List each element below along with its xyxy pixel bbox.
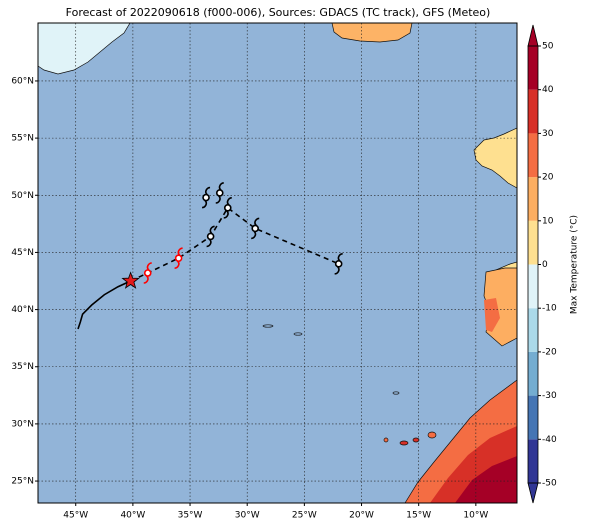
island — [293, 332, 303, 336]
ocean — [38, 23, 517, 503]
cyclone-arm — [205, 186, 211, 196]
africa-hotter — [455, 456, 517, 503]
cyclone-arm — [146, 262, 152, 271]
cyclone-eye — [223, 204, 232, 212]
colorbar-tick-label: 30 — [542, 129, 554, 139]
colorbar-tick-label: -40 — [542, 435, 557, 445]
cyclone-eye — [174, 254, 183, 262]
x-tick-label: 45°W — [63, 511, 88, 521]
colorbar-band — [528, 439, 538, 483]
x-tick-label: 40°W — [120, 511, 145, 521]
cyclone-symbol — [223, 197, 232, 219]
cyclone-symbol — [174, 247, 183, 269]
chart-title: Forecast of 2022090618 (f000-006), Sourc… — [66, 6, 491, 19]
island — [399, 440, 409, 446]
x-tick-label: 10°W — [463, 511, 488, 521]
colorbar-band — [528, 177, 538, 221]
british-isles — [473, 127, 517, 189]
y-tick-label: 30°N — [11, 419, 34, 429]
colorbar-tick-label: 50 — [542, 42, 554, 52]
colorbar-tick-label: 40 — [542, 85, 554, 95]
portugal — [484, 298, 500, 332]
x-tick-label: 20°W — [349, 511, 374, 521]
colorbar-tick-label: 20 — [542, 173, 554, 183]
colorbar-band — [528, 351, 538, 396]
cyclone-arm — [334, 266, 340, 275]
island — [412, 437, 420, 443]
cyclone-symbol — [206, 225, 215, 248]
colorbar-band — [528, 133, 538, 178]
colorbar-tick-label: -10 — [542, 304, 557, 314]
iceland — [331, 23, 413, 43]
cyclone-eye — [334, 260, 343, 268]
greenland — [38, 23, 131, 75]
cyclone-arm — [143, 275, 149, 284]
cyclone-symbol — [143, 262, 152, 284]
cyclone-arm — [206, 238, 212, 248]
map-layer — [38, 23, 517, 503]
y-tick-label: 40°N — [11, 305, 34, 315]
colorbar-band — [528, 395, 538, 440]
y-tick-label: 45°N — [11, 248, 34, 258]
cyclone-symbol — [215, 182, 224, 204]
y-tick-label: 55°N — [11, 134, 34, 144]
colorbar-extend-top — [527, 24, 539, 47]
island — [392, 391, 400, 395]
cyclone-arm — [218, 182, 224, 191]
colorbar-band — [528, 308, 538, 352]
island — [427, 431, 437, 439]
cyclone-arm — [177, 247, 183, 256]
cyclone-arm — [254, 217, 260, 226]
cyclone-arm — [174, 260, 180, 269]
colorbar-tick-label: -30 — [542, 391, 557, 401]
x-tick-label: 25°W — [292, 511, 317, 521]
cyclone-arm — [201, 199, 208, 209]
cyclone-eye — [215, 189, 224, 197]
colorbar-label: Max Temperature (°C) — [570, 215, 580, 314]
island — [383, 437, 389, 443]
colorbar-tick-label: 10 — [542, 216, 554, 226]
colorbar-band — [528, 89, 538, 134]
cyclone-eye — [206, 232, 215, 241]
y-tick-label: 60°N — [11, 76, 34, 86]
current-position — [121, 271, 140, 289]
cyclone-arm — [226, 197, 232, 206]
colorbar-band — [528, 46, 538, 90]
cyclone-symbol — [334, 253, 343, 275]
island — [262, 324, 274, 328]
cyclone-eye — [251, 224, 260, 233]
cyclone-arm — [209, 225, 215, 234]
cyclone-arm — [223, 210, 229, 219]
cyclone-arm — [337, 253, 343, 262]
y-tick-label: 35°N — [11, 362, 34, 372]
colorbar-band — [528, 220, 538, 265]
x-tick-label: 35°W — [178, 511, 203, 521]
y-tick-label: 25°N — [11, 477, 34, 487]
colorbar-tick-label: -20 — [542, 347, 557, 357]
map — [38, 23, 517, 503]
cyclone-symbol — [201, 186, 211, 209]
colorbar: 50 40 30 20 10 0 -10 -20 -30 -40 -50 Max Temperatur… — [527, 24, 580, 504]
colorbar-tick-label: 0 — [542, 260, 548, 270]
past-track — [77, 280, 131, 330]
y-tick-label: 50°N — [11, 191, 34, 201]
cyclone-arm — [215, 195, 221, 204]
x-tick-label: 30°W — [235, 511, 260, 521]
cyclone-arm — [251, 230, 257, 240]
cyclone-eye — [143, 269, 152, 277]
cyclone-eye — [202, 193, 210, 202]
colorbar-tick-label: -50 — [542, 479, 557, 489]
colorbar-extend-bottom — [527, 482, 539, 504]
colorbar-band — [528, 264, 538, 309]
x-tick-label: 15°W — [406, 511, 431, 521]
cyclone-symbol — [251, 217, 260, 240]
map-frame — [37, 22, 518, 504]
